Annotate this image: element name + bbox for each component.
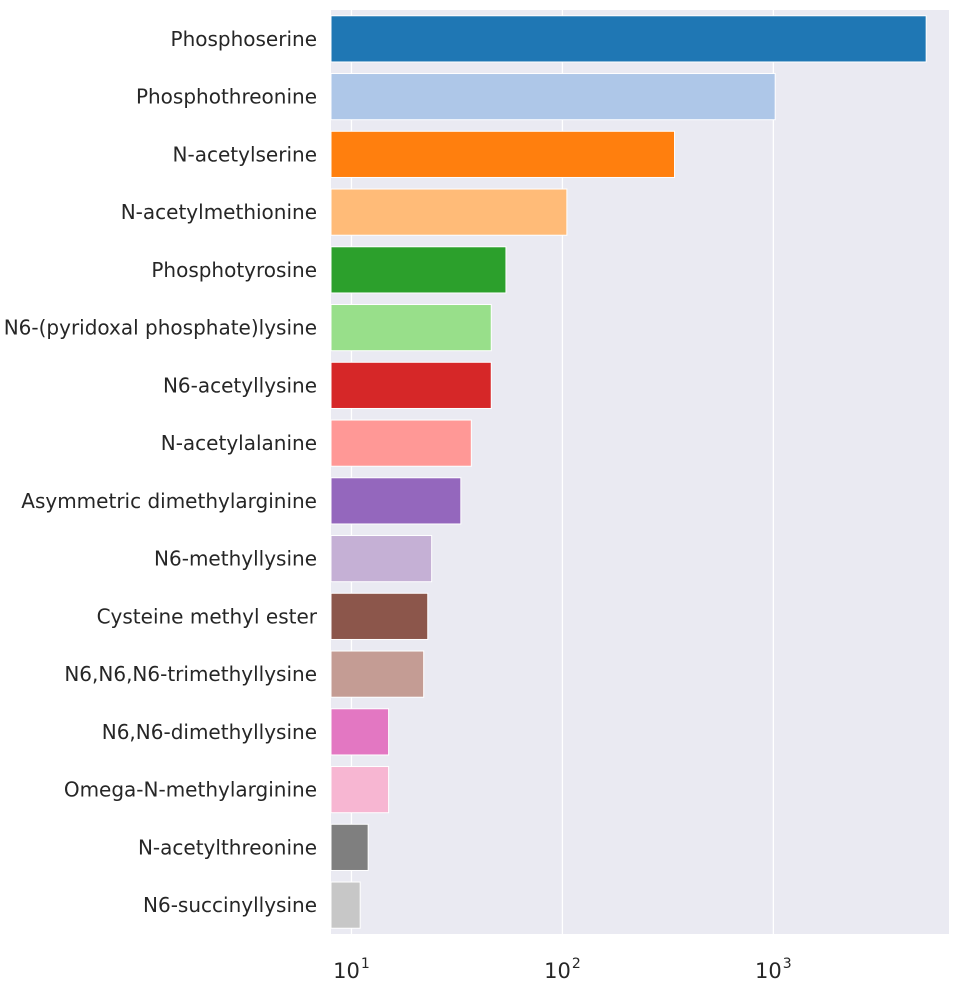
bar-n6-acetyllysine (330, 361, 492, 409)
x-tick-label: 101 (333, 956, 370, 983)
bar-omega-n-methylarginine (330, 766, 390, 814)
bar-n6-n6-n6-trimethyllysine (330, 650, 425, 698)
bar-phosphothreonine (330, 73, 776, 121)
y-category-label: Asymmetric dimethylarginine (21, 489, 317, 513)
x-tick-exponent: 3 (783, 956, 792, 972)
y-category-label: Cysteine methyl ester (97, 604, 318, 628)
x-tick-exponent: 2 (572, 956, 581, 972)
bars (330, 15, 927, 929)
y-category-label: N-acetylthreonine (138, 835, 317, 859)
bar-n-acetylserine (330, 130, 676, 178)
x-tick-label: 102 (544, 956, 581, 983)
bar-phosphotyrosine (330, 246, 507, 294)
y-category-label: Omega-N-methylarginine (64, 778, 317, 802)
x-tick-exponent: 1 (361, 956, 370, 972)
bar-n-acetylmethionine (330, 188, 568, 236)
y-axis-labels: Phosphoserine Phosphothreonine N-acetylser… (4, 27, 318, 917)
y-category-label: N6,N6-dimethyllysine (102, 720, 317, 744)
y-category-label: N6,N6,N6-trimethyllysine (64, 662, 317, 686)
x-tick-base: 10 (544, 959, 571, 983)
y-category-label: N-acetylmethionine (121, 200, 317, 224)
x-axis-ticks: 101 102 103 (333, 956, 792, 983)
y-category-label: N-acetylalanine (161, 431, 317, 455)
y-category-label: N6-(pyridoxal phosphate)lysine (4, 316, 317, 340)
y-category-label: Phosphoserine (171, 27, 317, 51)
y-category-label: N6-acetyllysine (163, 373, 317, 397)
x-tick-label: 103 (755, 956, 792, 983)
bar-n-acetylalanine (330, 419, 472, 467)
bar-n6-succinyllysine (330, 881, 361, 929)
y-category-label: N6-methyllysine (154, 547, 317, 571)
y-category-label: Phosphotyrosine (151, 258, 317, 282)
bar-asymmetric-dimethylarginine (330, 477, 462, 525)
bar-phosphoserine (330, 15, 927, 63)
bar-n6-pyridoxal-phosphate-lysine (330, 304, 492, 352)
bar-n6-n6-dimethyllysine (330, 708, 390, 756)
y-category-label: N-acetylserine (173, 142, 317, 166)
y-category-label: N6-succinyllysine (143, 893, 317, 917)
bar-cysteine-methyl-ester (330, 592, 429, 640)
x-tick-base: 10 (333, 959, 360, 983)
bar-n6-methyllysine (330, 535, 433, 583)
x-tick-base: 10 (755, 959, 782, 983)
bar-n-acetylthreonine (330, 823, 369, 871)
y-category-label: Phosphothreonine (136, 85, 317, 109)
